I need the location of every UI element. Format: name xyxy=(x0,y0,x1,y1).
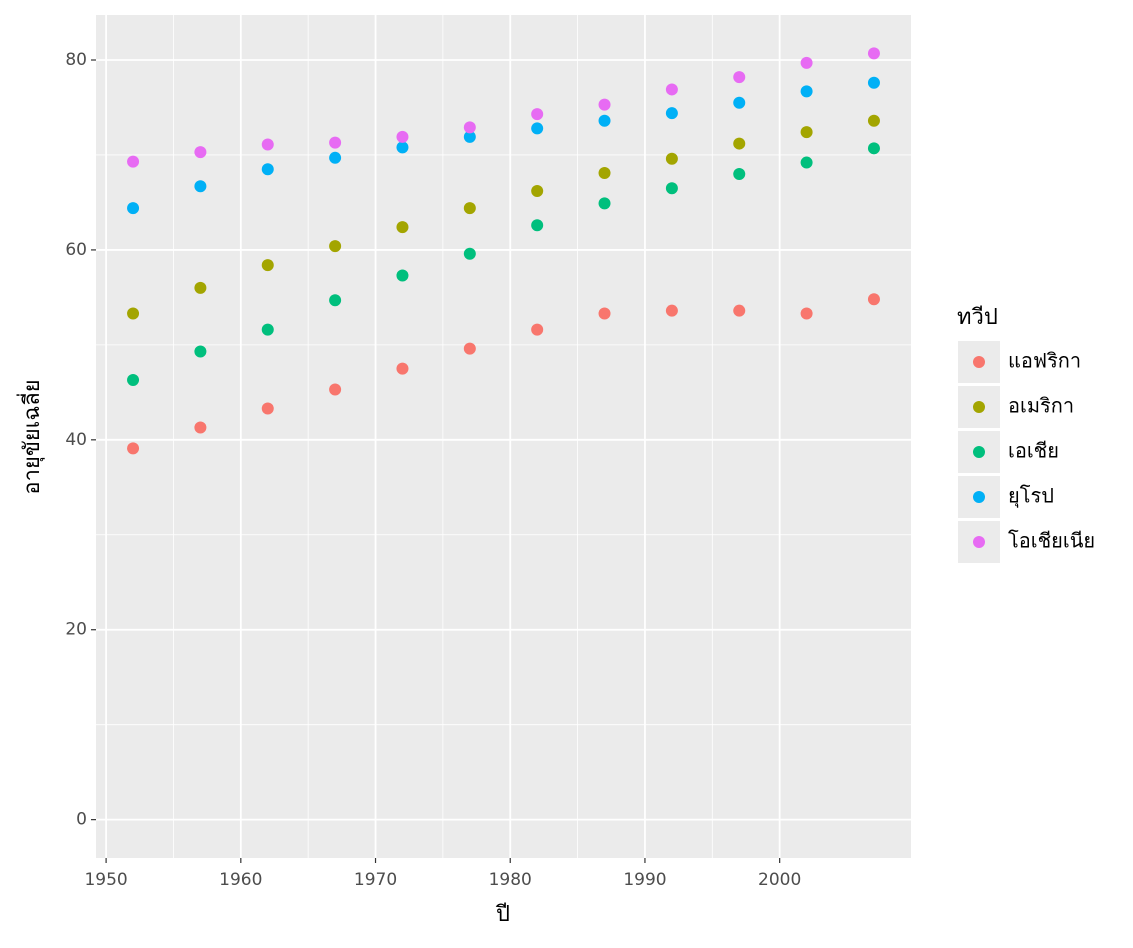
point xyxy=(531,122,544,135)
point xyxy=(194,146,207,159)
point xyxy=(800,307,813,320)
point xyxy=(531,219,544,232)
point xyxy=(665,152,678,165)
point xyxy=(127,442,140,455)
y-tick-label: 80 xyxy=(65,50,87,70)
legend-marker xyxy=(973,446,985,458)
point xyxy=(261,402,274,415)
point xyxy=(800,56,813,69)
x-tick-label: 1980 xyxy=(489,870,532,890)
point xyxy=(463,342,476,355)
legend-label: แอฟริกา xyxy=(1008,349,1081,373)
y-tick-label: 40 xyxy=(65,430,87,450)
point xyxy=(463,247,476,260)
point xyxy=(665,182,678,195)
point xyxy=(396,141,409,154)
point xyxy=(733,137,746,150)
x-tick-label: 2000 xyxy=(758,870,801,890)
point xyxy=(733,71,746,84)
point xyxy=(194,281,207,294)
point xyxy=(531,185,544,198)
legend-title: ทวีป xyxy=(957,305,998,330)
point xyxy=(800,156,813,169)
point xyxy=(261,138,274,151)
legend-marker xyxy=(973,536,985,548)
legend-marker xyxy=(973,401,985,413)
points xyxy=(127,47,880,455)
point xyxy=(800,85,813,98)
point xyxy=(733,167,746,180)
x-tick-label: 1970 xyxy=(354,870,397,890)
legend-label: โอเชียเนีย xyxy=(1008,529,1095,553)
point xyxy=(665,304,678,317)
point xyxy=(463,202,476,215)
point xyxy=(665,83,678,96)
legend-label: เอเชีย xyxy=(1008,439,1059,463)
grid xyxy=(96,15,911,858)
point xyxy=(733,304,746,317)
point xyxy=(598,98,611,111)
point xyxy=(127,155,140,168)
point xyxy=(329,136,342,149)
y-tick-label: 60 xyxy=(65,240,87,260)
panel xyxy=(96,15,911,858)
x-tick-label: 1960 xyxy=(219,870,262,890)
point xyxy=(598,197,611,210)
legend-label: อเมริกา xyxy=(1008,394,1074,418)
point xyxy=(396,269,409,282)
point xyxy=(463,121,476,134)
point xyxy=(867,142,880,155)
point xyxy=(194,421,207,434)
point xyxy=(463,130,476,143)
point xyxy=(261,323,274,336)
point xyxy=(261,163,274,176)
y-tick-label: 20 xyxy=(65,620,87,640)
y-tick-label: 0 xyxy=(76,810,87,830)
point xyxy=(665,107,678,120)
point xyxy=(127,307,140,320)
point xyxy=(733,96,746,109)
point xyxy=(396,221,409,234)
point xyxy=(867,47,880,60)
point xyxy=(127,202,140,215)
point xyxy=(329,294,342,307)
point xyxy=(598,114,611,127)
legend-label: ยุโรป xyxy=(1008,484,1054,509)
legend-marker xyxy=(973,356,985,368)
point xyxy=(867,76,880,89)
point xyxy=(598,167,611,180)
point xyxy=(329,383,342,396)
point xyxy=(531,108,544,121)
point xyxy=(329,240,342,253)
point xyxy=(194,345,207,358)
point xyxy=(867,293,880,306)
point xyxy=(396,130,409,143)
point xyxy=(396,362,409,375)
point xyxy=(598,307,611,320)
point xyxy=(194,180,207,193)
x-tick-label: 1990 xyxy=(623,870,666,890)
point xyxy=(867,114,880,127)
point xyxy=(127,374,140,387)
point xyxy=(329,151,342,164)
x-tick-label: 1950 xyxy=(84,870,127,890)
legend-marker xyxy=(973,491,985,503)
point xyxy=(800,126,813,139)
point xyxy=(261,259,274,272)
point xyxy=(531,323,544,336)
x-axis-label: ปี xyxy=(495,902,510,927)
y-axis-label: อายุขัยเฉลี่ย xyxy=(16,379,45,494)
